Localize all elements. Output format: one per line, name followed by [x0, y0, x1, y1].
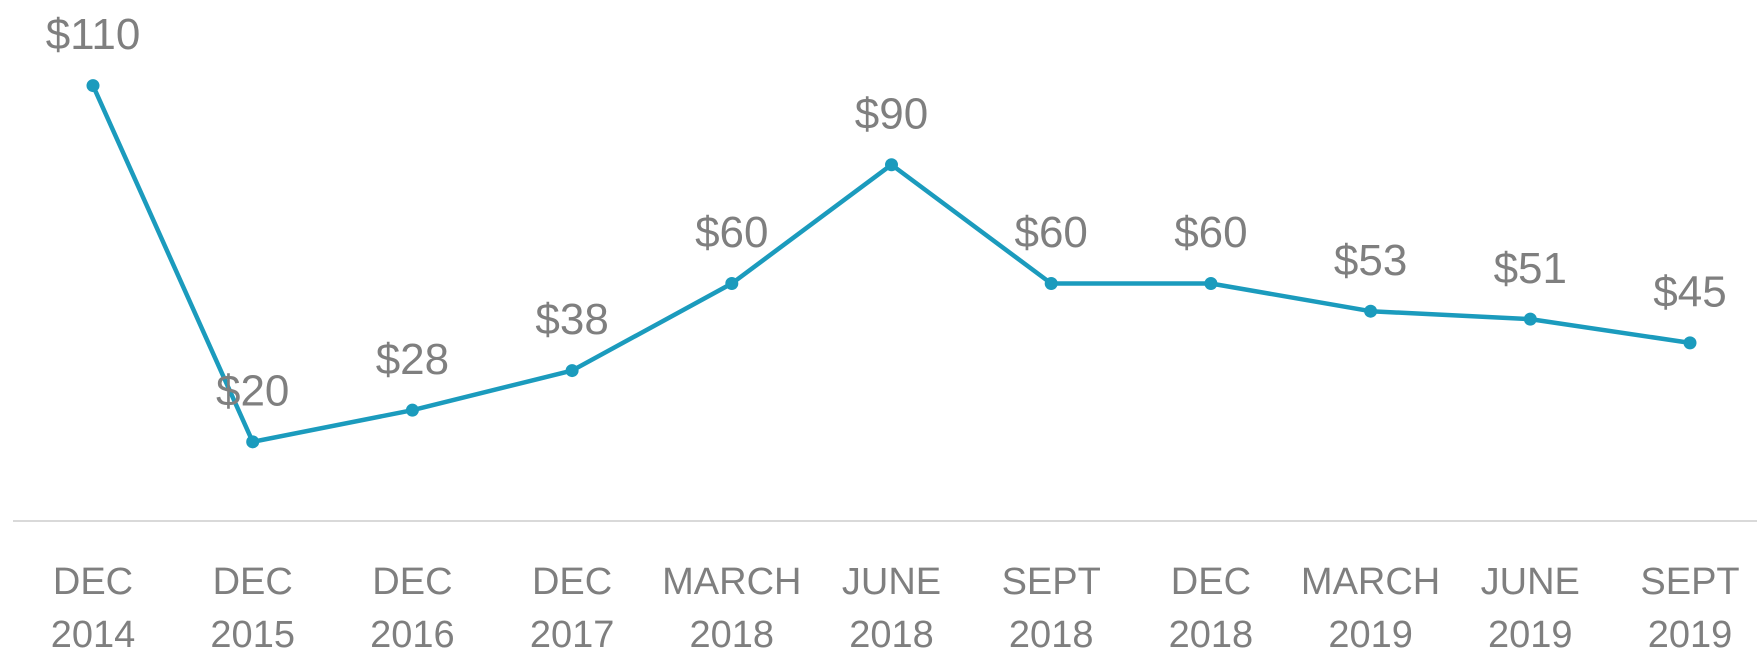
x-tick-label-line: JUNE [1481, 561, 1580, 603]
x-tick-label: DEC 2016 [370, 561, 455, 656]
data-label: $20 [216, 366, 289, 415]
x-tick-label-line: 2018 [1009, 614, 1094, 656]
marker [1044, 277, 1058, 290]
x-tick-label: DEC 2014 [51, 561, 136, 656]
x-tick-label-line: 2018 [1169, 614, 1254, 656]
x-tick-label: SEPT 2019 [1640, 561, 1739, 656]
x-tick-label-line: 2017 [530, 614, 615, 656]
x-tick-label-line: 2018 [690, 614, 775, 656]
x-tick-label-line: DEC [372, 561, 452, 603]
marker [246, 435, 260, 449]
x-tick-label-line: DEC [532, 561, 612, 603]
x-tick-label: SEPT 2018 [1002, 561, 1101, 656]
data-label: $110 [46, 10, 141, 59]
data-label: $53 [1334, 236, 1407, 285]
marker [1364, 304, 1378, 318]
x-tick-label-line: DEC [53, 561, 133, 603]
data-label: $51 [1494, 244, 1567, 293]
x-tick-label-line: 2019 [1488, 614, 1573, 656]
marker [1204, 277, 1218, 290]
data-label: $45 [1653, 268, 1726, 317]
data-label: $60 [1174, 208, 1247, 257]
x-tick-label: JUNE 2019 [1481, 561, 1580, 656]
x-tick-label-line: JUNE [842, 561, 941, 603]
line [90, 84, 1691, 445]
data-label: $60 [1014, 208, 1087, 257]
marker [725, 277, 739, 290]
x-tick-label-line: 2015 [210, 614, 295, 656]
marker [885, 158, 898, 172]
data-label: $28 [376, 335, 449, 384]
marker [1523, 312, 1537, 326]
x-tick-label-line: 2014 [51, 614, 136, 656]
x-tick-label: DEC 2018 [1169, 561, 1254, 656]
x-tick-label: MARCH 2018 [662, 561, 801, 656]
marker [1683, 336, 1697, 350]
data-label: $38 [535, 295, 608, 344]
marker [565, 364, 579, 378]
x-tick-label-line: 2019 [1648, 614, 1733, 656]
x-tick-label-line: 2019 [1328, 614, 1413, 656]
x-tick-label-line: MARCH [662, 561, 801, 603]
x-tick-label: JUNE 2018 [842, 561, 941, 656]
data-label: $90 [855, 89, 928, 138]
x-tick-label-line: 2018 [849, 614, 934, 656]
x-tick-label-line: DEC [213, 561, 293, 603]
x-tick-label: DEC 2015 [210, 561, 295, 656]
x-tick-label: MARCH 2019 [1301, 561, 1440, 656]
x-tick-label-line: MARCH [1301, 561, 1440, 603]
x-tick-label-line: 2016 [370, 614, 455, 656]
marker [86, 79, 100, 93]
x-tick-label-line: DEC [1171, 561, 1251, 603]
marker [405, 403, 419, 417]
x-tick-label-line: SEPT [1002, 561, 1101, 603]
data-label: $60 [695, 208, 768, 257]
x-tick-label-line: SEPT [1640, 561, 1739, 603]
x-tick-label: DEC 2017 [530, 561, 615, 656]
